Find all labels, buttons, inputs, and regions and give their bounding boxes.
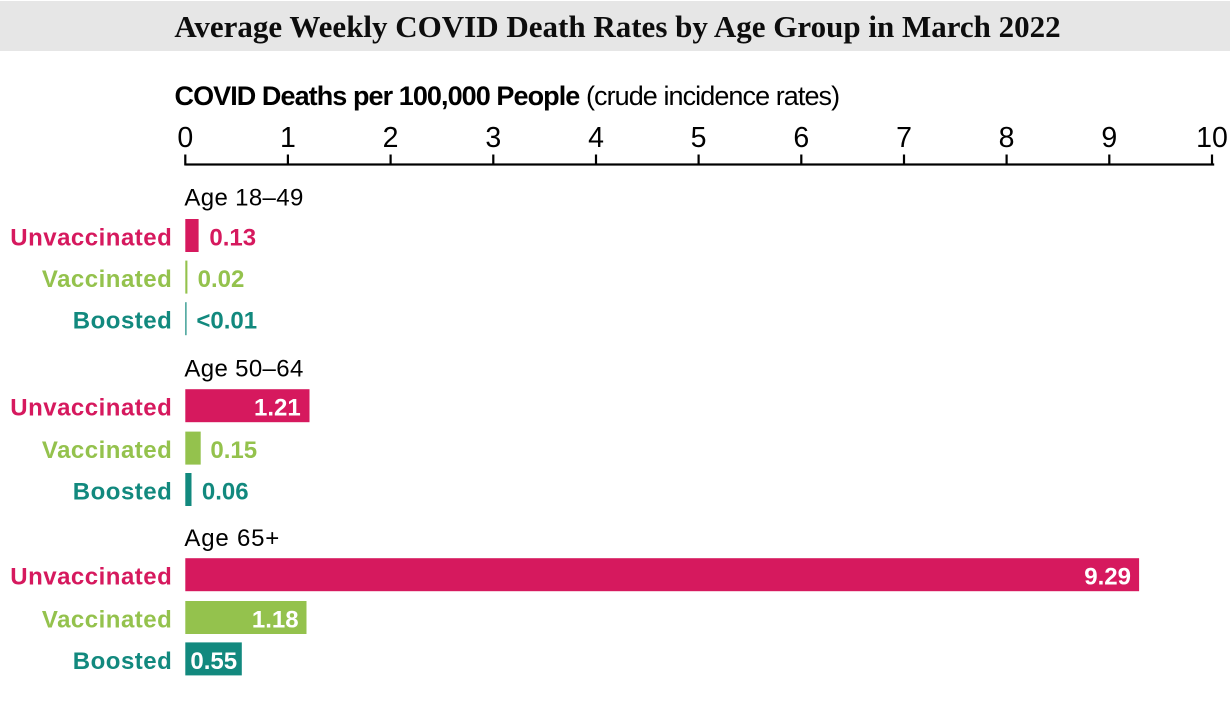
svg-text:10: 10 xyxy=(1196,122,1228,154)
svg-text:Unvaccinated: Unvaccinated xyxy=(10,225,172,252)
svg-text:6: 6 xyxy=(793,122,809,154)
svg-text:0.55: 0.55 xyxy=(190,648,237,675)
svg-text:COVID Deaths per 100,000 Peopl: COVID Deaths per 100,000 People (crude i… xyxy=(175,81,840,111)
svg-text:2: 2 xyxy=(383,122,399,154)
svg-text:9.29: 9.29 xyxy=(1084,564,1131,591)
svg-text:Vaccinated: Vaccinated xyxy=(42,266,172,293)
svg-text:Unvaccinated: Unvaccinated xyxy=(10,395,172,422)
svg-text:0: 0 xyxy=(177,122,193,154)
svg-text:Age 18–49: Age 18–49 xyxy=(184,185,303,212)
svg-text:Age 50–64: Age 50–64 xyxy=(184,355,303,382)
svg-text:Boosted: Boosted xyxy=(73,479,173,506)
svg-text:Boosted: Boosted xyxy=(73,648,173,675)
svg-text:1.18: 1.18 xyxy=(252,607,299,634)
svg-text:Vaccinated: Vaccinated xyxy=(42,437,172,464)
svg-text:0.02: 0.02 xyxy=(198,266,245,293)
svg-text:0.13: 0.13 xyxy=(209,225,256,252)
svg-text:0.06: 0.06 xyxy=(202,479,249,506)
svg-text:Vaccinated: Vaccinated xyxy=(42,607,172,634)
svg-text:1: 1 xyxy=(280,122,296,154)
svg-text:0.15: 0.15 xyxy=(210,437,257,464)
svg-text:4: 4 xyxy=(588,122,604,154)
svg-text:Age 65+: Age 65+ xyxy=(184,525,280,552)
svg-text:9: 9 xyxy=(1101,122,1117,154)
svg-text:1.21: 1.21 xyxy=(254,395,301,422)
svg-text:7: 7 xyxy=(896,122,912,154)
svg-text:3: 3 xyxy=(485,122,501,154)
svg-text:8: 8 xyxy=(999,122,1015,154)
svg-text:Boosted: Boosted xyxy=(73,308,173,335)
svg-text:Unvaccinated: Unvaccinated xyxy=(10,564,172,591)
svg-text:5: 5 xyxy=(691,122,707,154)
svg-text:<0.01: <0.01 xyxy=(196,308,257,335)
